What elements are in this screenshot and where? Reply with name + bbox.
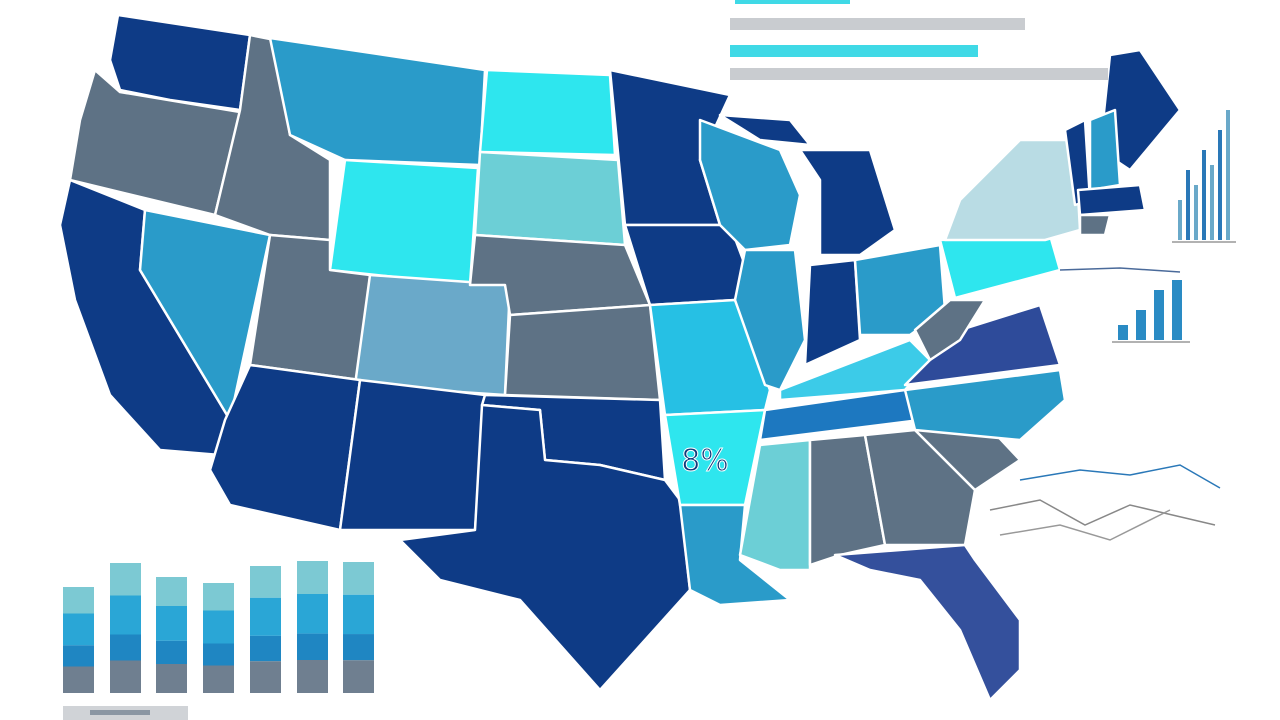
decor-stack-bar <box>156 577 187 606</box>
state <box>938 233 1062 300</box>
decor-line <box>1059 267 1181 273</box>
decor-stack-bar <box>63 666 94 693</box>
decor-stack-bar <box>63 645 94 667</box>
state <box>328 158 480 287</box>
state <box>803 258 862 367</box>
decor-mini-bar <box>1172 280 1182 340</box>
state <box>478 68 617 157</box>
decor-stack-bar <box>63 587 94 614</box>
state <box>808 433 887 567</box>
decor-stack-bar <box>250 635 281 662</box>
state <box>1088 108 1122 192</box>
decor-stack-bar <box>203 665 234 693</box>
state <box>943 138 1082 242</box>
decor-stack-bar <box>63 613 94 646</box>
state <box>698 118 802 252</box>
state <box>798 148 897 257</box>
state <box>338 378 487 532</box>
decor-mini-bar <box>1194 185 1198 240</box>
decorations <box>63 0 1236 720</box>
state <box>268 36 487 167</box>
decor-mini-bar <box>1218 130 1222 240</box>
decor-stack-bar <box>343 634 374 661</box>
state <box>678 503 792 607</box>
map-label: 8% <box>681 444 729 479</box>
state <box>353 273 512 397</box>
state <box>473 150 627 247</box>
decor-bar <box>90 710 150 715</box>
decor-line <box>1019 464 1221 489</box>
decor-stack-bar <box>156 640 187 664</box>
state <box>903 368 1067 442</box>
state <box>1078 213 1112 237</box>
decor-stack-bar <box>250 566 281 598</box>
decor-mini-bar <box>1186 170 1190 240</box>
decor-mini-bar <box>1178 200 1182 240</box>
decor-stack-bar <box>297 633 328 660</box>
decor-mini-bar <box>1118 325 1128 340</box>
decor-stack-bar <box>343 562 374 595</box>
decor-bar <box>730 45 978 57</box>
decor-stack-bar <box>110 660 141 693</box>
decor-stack-bar <box>110 595 141 635</box>
decor-stack-bar <box>156 606 187 641</box>
decor-mini-bar <box>1136 310 1146 340</box>
state <box>648 298 772 417</box>
decor-stack-bar <box>343 594 374 635</box>
decor-stack-bar <box>297 594 328 634</box>
state <box>718 113 812 147</box>
decor-bar <box>735 0 850 4</box>
decor-mini-bar <box>1154 290 1164 340</box>
state <box>913 298 987 362</box>
us-map <box>58 13 1182 702</box>
decor-bar <box>730 18 1025 30</box>
decor-bar <box>730 68 1108 80</box>
decor-stack-bar <box>250 661 281 693</box>
state <box>833 543 1022 702</box>
decor-stack-bar <box>203 643 234 666</box>
state <box>1076 183 1147 217</box>
decor-stack-bar <box>156 664 187 693</box>
decor-stack-bar <box>203 583 234 611</box>
decor-mini-bar <box>1226 110 1230 240</box>
decor-stack-bar <box>110 634 141 661</box>
state <box>503 303 662 402</box>
decor-stack-bar <box>250 597 281 636</box>
decor-mini-bar <box>1210 165 1214 240</box>
decor-line <box>999 509 1171 541</box>
decor-line <box>989 499 1216 526</box>
state <box>863 428 977 547</box>
decor-stack-bar <box>297 561 328 594</box>
decor-stack-bar <box>110 563 141 596</box>
decor-stack-bar <box>203 610 234 644</box>
state <box>738 438 812 572</box>
decor-stack-bar <box>297 660 328 693</box>
decor-mini-bar <box>1202 150 1206 240</box>
decor-stack-bar <box>343 660 374 693</box>
